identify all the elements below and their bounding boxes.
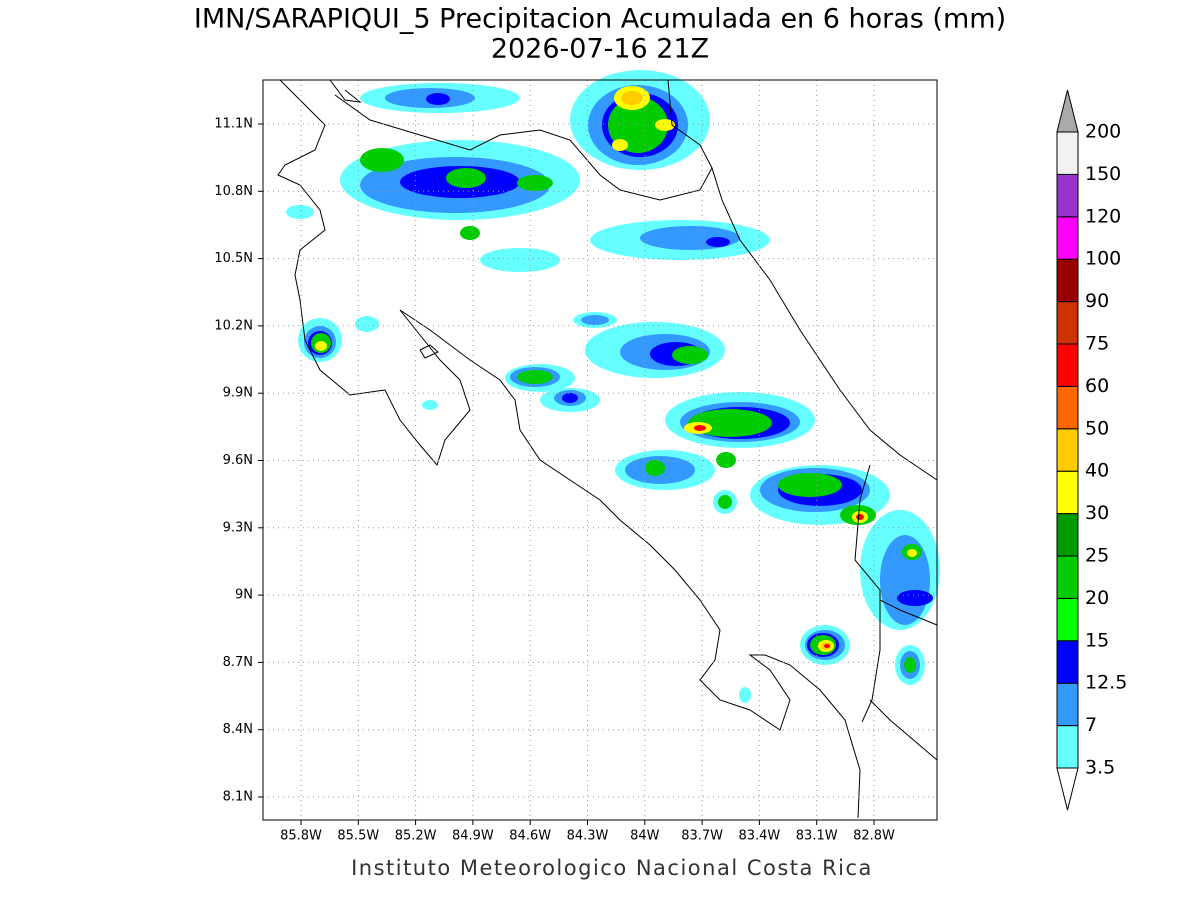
lon-label: 85.2W [395, 829, 437, 844]
lat-label: 9.6N [223, 453, 253, 468]
colorbar-label: 15 [1085, 629, 1109, 651]
colorbar-label: 150 [1085, 163, 1121, 185]
lon-label: 84W [630, 829, 660, 844]
colorbar-label: 7 [1085, 714, 1097, 736]
colorbar-label: 25 [1085, 545, 1109, 567]
lon-label: 82.8W [853, 829, 895, 844]
lat-label: 8.4N [223, 722, 253, 737]
colorbar-box [1056, 301, 1079, 345]
lon-label: 83.4W [738, 829, 780, 844]
colorbar-label: 50 [1085, 417, 1109, 439]
colorbar-box [1056, 216, 1079, 260]
colorbar-box [1056, 597, 1079, 642]
lon-label: 83.7W [681, 829, 723, 844]
colorbar-label: 30 [1085, 502, 1109, 524]
colorbar-box [1056, 513, 1079, 557]
colorbar-box [1056, 682, 1079, 727]
map-frame [262, 79, 938, 821]
colorbar-box [1056, 725, 1079, 769]
lat-label: 10.5N [214, 251, 253, 266]
lon-label: 84.3W [567, 829, 609, 844]
colorbar-box [1056, 640, 1079, 684]
coastlines [277, 79, 938, 819]
colorbar-box [1056, 131, 1079, 175]
lon-label: 85.5W [337, 829, 379, 844]
lat-label: 10.2N [214, 318, 253, 333]
lat-label: 8.7N [223, 655, 253, 670]
colorbar-under [1056, 767, 1079, 811]
lat-label: 9.9N [223, 386, 253, 401]
colorbar: 3.5 7 12.5 15 20 25 30 40 50 60 75 90 100 120 150 200 [1056, 89, 1127, 811]
axes: 11.1N 10.8N 10.5N 10.2N 9.9N 9.6N 9.3N 9N 8.7N 8.… [214, 117, 895, 844]
lon-label: 83.1W [796, 829, 838, 844]
lat-label: 10.8N [214, 184, 253, 199]
colorbar-box [1056, 385, 1079, 430]
colorbar-label: 120 [1085, 205, 1121, 227]
colorbar-box [1056, 258, 1079, 303]
colorbar-label: 40 [1085, 460, 1109, 482]
lon-label: 85.8W [280, 829, 322, 844]
colorbar-label: 90 [1085, 290, 1109, 312]
lon-label: 84.6W [509, 829, 551, 844]
colorbar-box [1056, 470, 1079, 515]
colorbar-box [1056, 173, 1079, 218]
colorbar-box [1056, 428, 1079, 472]
graticule [263, 80, 937, 820]
lat-label: 9N [235, 588, 253, 603]
colorbar-label: 100 [1085, 248, 1121, 270]
footer: Instituto Meteorologico Nacional Costa R… [351, 856, 873, 880]
lat-label: 8.1N [223, 790, 253, 805]
title: IMN/SARAPIQUI_5 Precipitacion Acumulada … [194, 4, 1006, 35]
lat-label: 9.3N [223, 520, 253, 535]
colorbar-label: 12.5 [1085, 672, 1127, 694]
colorbar-label: 200 [1085, 121, 1121, 143]
colorbar-over [1056, 89, 1079, 133]
lat-label: 11.1N [214, 117, 253, 132]
lon-label: 84.9W [452, 829, 494, 844]
precipitation-field [286, 70, 940, 703]
colorbar-label: 3.5 [1085, 757, 1115, 779]
colorbar-label: 20 [1085, 587, 1109, 609]
colorbar-label: 75 [1085, 333, 1109, 355]
colorbar-label: 60 [1085, 375, 1109, 397]
colorbar-box [1056, 555, 1079, 599]
subtitle: 2026-07-16 21Z [491, 34, 709, 65]
colorbar-box [1056, 343, 1079, 387]
